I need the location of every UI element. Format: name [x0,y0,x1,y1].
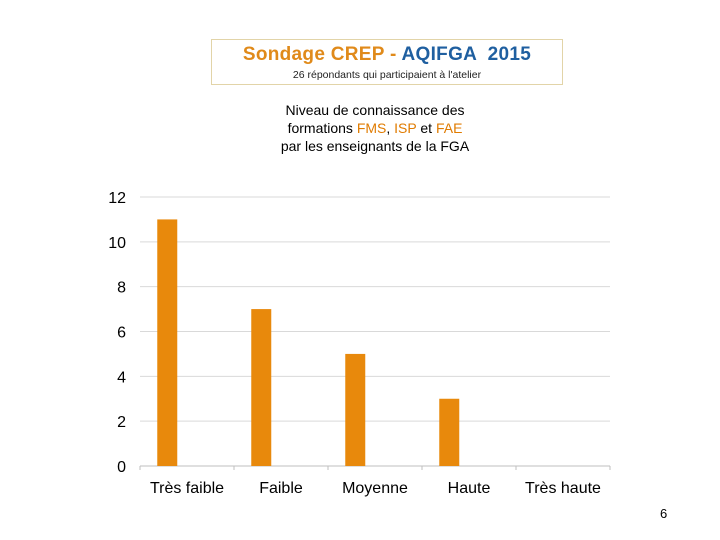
title-part-sondage: Sondage CREP - [242,44,402,65]
x-tick-label: Très haute [525,480,601,497]
bar [251,309,272,466]
title-part-aqifga: AQIFGA [401,44,477,65]
chart-heading-line3: par les enseignants de la FGA [280,138,470,154]
y-tick-label: 10 [108,235,126,252]
heading-prefix: formations [287,120,357,136]
y-tick-label: 8 [117,280,126,297]
chart-heading: Niveau de connaissance des formations FM… [200,101,550,155]
y-tick-label: 2 [117,414,126,431]
chart-heading-line2: formations FMS, ISP et FAE [200,119,550,137]
heading-sep1: , [386,120,395,136]
chart-heading-line1: Niveau de connaissance des [285,102,465,118]
heading-sep2: et [416,120,436,136]
bar [345,353,366,466]
x-tick-label: Haute [448,480,491,497]
survey-subtitle: 26 répondants qui participaient à l'atel… [292,69,482,81]
x-tick-label: Faible [259,480,303,497]
y-tick-label: 6 [117,325,126,342]
bar [439,398,460,466]
x-tick-label: Moyenne [342,480,408,497]
survey-title: Sondage CREP - AQIFGA 2015 [212,44,562,66]
heading-isp: ISP [394,120,417,136]
y-tick-label: 12 [108,190,126,207]
survey-title-box: Sondage CREP - AQIFGA 2015 26 répondants… [211,39,563,85]
heading-fae: FAE [435,120,463,136]
y-tick-label: 0 [117,459,126,476]
heading-fms: FMS [356,120,387,136]
x-tick-label: Très faible [150,480,224,497]
y-tick-label: 4 [117,369,126,386]
bar [157,219,178,466]
page-number: 6 [660,506,668,521]
title-part-year: 2015 [476,44,532,65]
